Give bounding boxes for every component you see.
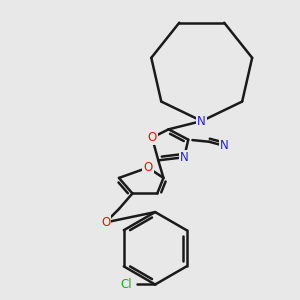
Text: O: O — [101, 216, 110, 229]
Text: O: O — [143, 161, 153, 174]
Text: N: N — [197, 115, 206, 128]
Text: Cl: Cl — [120, 278, 132, 291]
Text: O: O — [147, 131, 157, 144]
Text: N: N — [180, 151, 188, 164]
Text: N: N — [220, 140, 229, 152]
